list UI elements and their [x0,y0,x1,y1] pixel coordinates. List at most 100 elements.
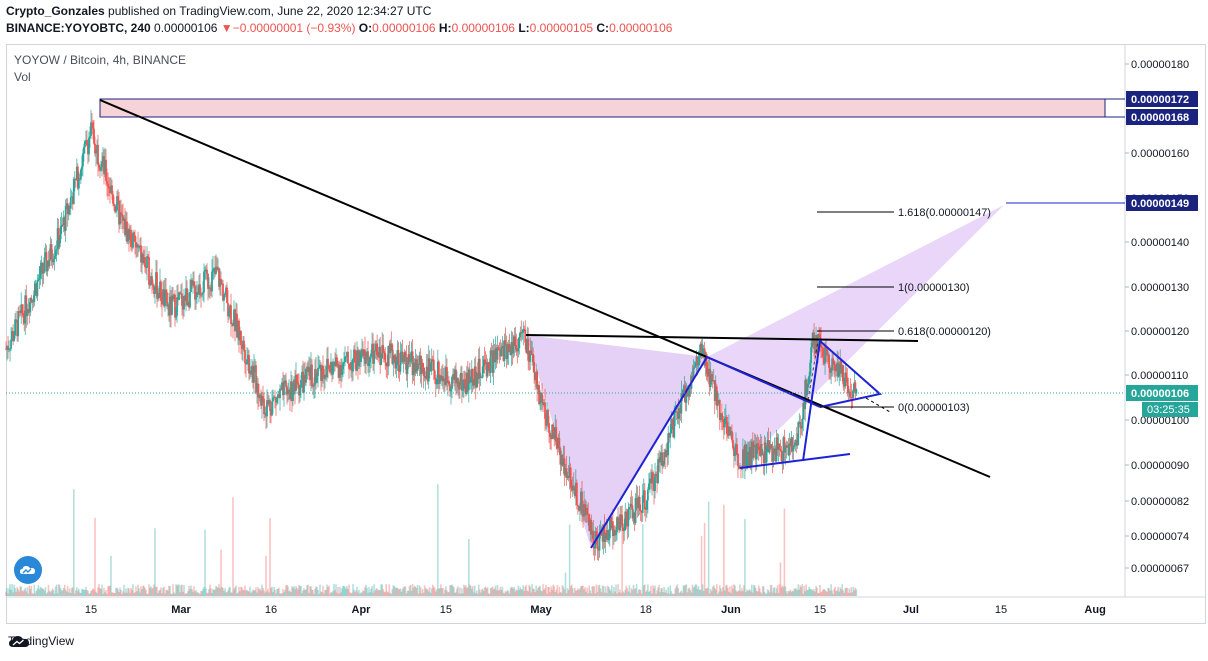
candle-body [798,422,801,423]
volume-bar [473,585,476,596]
volume-bar [250,592,252,596]
volume-bar [688,587,691,596]
candle-body [565,468,568,478]
countdown-label: 03:25:35 [1147,404,1190,416]
candle-body [96,144,98,153]
candle-body [152,284,154,287]
candle-body [432,359,435,371]
candle-body [60,224,63,226]
volume-bar [383,591,386,596]
volume-bar [532,588,534,596]
candle-body [551,424,554,440]
volume-bar [240,586,242,596]
volume-bar [170,593,172,596]
candle-body [530,350,533,355]
candle-body [603,525,606,543]
candle-body [829,368,832,373]
volume-bar [259,588,261,596]
candle-body [296,374,298,383]
candle-body [817,334,819,355]
candle-body [246,359,248,365]
x-tick-label: 16 [265,604,277,616]
volume-bar [504,590,507,596]
volume-bar [569,586,572,596]
symbol-label: BINANCE:YOYOBTC, 240 [6,21,151,35]
volume-bar [491,586,494,596]
candle-body [320,364,322,381]
candle-body [514,336,517,346]
volume-bar [488,593,491,596]
candle-body [228,313,230,317]
volume-bar [206,593,208,596]
candle-body [370,353,372,357]
volume-bar [443,593,445,596]
fib-level-label: 1(0.00000130) [898,282,970,294]
candle-body [366,351,368,358]
volume-bar [314,588,316,596]
candle-body [680,393,683,414]
candle-body [556,445,559,449]
candle-body [127,228,129,242]
candle-body [230,305,232,324]
volume-bar [653,588,655,596]
volume-bar [690,592,693,596]
candle-body [191,280,193,286]
candle-body [175,315,177,318]
volume-bar [116,587,118,596]
tradingview-logo-badge[interactable] [14,556,42,584]
chart-pane[interactable] [6,44,1206,624]
volume-bar [486,587,489,596]
volume-bar [254,590,256,596]
volume-bar [476,593,479,596]
candle-body [277,394,279,398]
candle-body [592,530,595,546]
candle-body [268,400,270,405]
volume-bar [557,593,560,596]
candle-body [186,288,188,305]
candle-body [774,448,777,462]
volume-bar [779,562,782,596]
candle-body [211,271,213,292]
volume-bar [645,591,647,596]
volume-bar [638,589,641,596]
candle-body [125,221,127,236]
tradingview-footer[interactable]: TradingView [8,634,74,648]
candle-body [133,232,135,236]
volume-bar [253,590,255,596]
volume-bar [627,591,630,596]
candle-body [122,216,124,221]
x-tick-label: 15 [814,604,826,616]
candle-body [754,444,757,460]
harmonic-leg-bcd [707,205,1004,468]
volume-bar [740,591,742,596]
volume-bar [459,587,461,596]
candle-body [449,384,451,392]
volume-bar [115,587,117,596]
volume-bar [507,591,510,596]
candle-body [500,347,503,357]
candle-body [412,362,415,376]
candle-body [275,397,277,403]
x-tick-label: Aug [1084,604,1105,616]
volume-bar [288,591,290,596]
volume-bar [365,584,367,596]
candle-body [723,417,726,428]
volume-bar [432,586,435,596]
candle-body [110,185,112,194]
volume-bar [305,589,307,596]
volume-bar [292,587,294,596]
candle-body [430,359,433,371]
volume-bar [795,588,798,596]
candle-body [762,453,765,463]
author-name[interactable]: Crypto_Gonzales [6,4,105,18]
candle-body [650,478,652,484]
candle-body [75,166,78,180]
volume-bar [433,588,436,596]
candle-body [111,185,113,195]
volume-bar [363,591,365,596]
volume-bar [446,590,448,596]
candle-body [708,368,711,387]
candle-body [415,359,418,371]
x-tick-label: Jul [903,604,919,616]
